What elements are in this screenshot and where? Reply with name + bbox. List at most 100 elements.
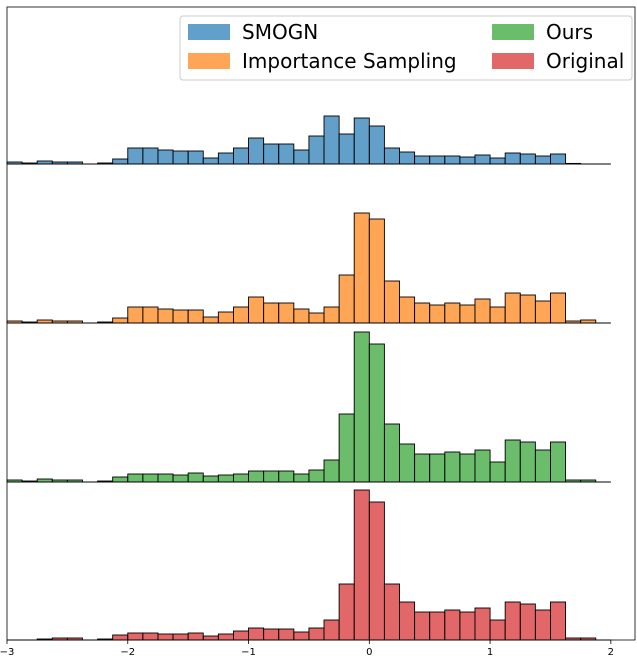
series-2 <box>6 331 597 483</box>
histogram-bar <box>142 473 159 483</box>
histogram-bar <box>474 154 491 165</box>
legend-label: Importance Sampling <box>242 49 457 73</box>
legend-label: Original <box>546 49 624 73</box>
histogram-bar <box>383 280 400 324</box>
histogram-bar <box>429 611 446 641</box>
histogram-bar <box>338 583 355 641</box>
histogram-bar <box>414 302 431 324</box>
histogram-bar <box>293 631 310 641</box>
histogram-bar <box>519 441 536 483</box>
histogram-bars <box>6 115 597 641</box>
histogram-bar <box>323 459 340 483</box>
histogram-bar <box>248 296 265 324</box>
histogram-bar <box>534 300 551 324</box>
histogram-bar <box>142 306 159 324</box>
legend-swatch <box>492 53 534 69</box>
histogram-bar <box>172 150 189 165</box>
histogram-bar <box>112 158 129 165</box>
histogram-bar <box>157 308 174 324</box>
ridge-baselines <box>7 163 611 641</box>
histogram-bar <box>202 157 219 165</box>
legend-label: Ours <box>546 20 593 44</box>
histogram-bar <box>504 439 521 483</box>
histogram-bar <box>172 309 189 324</box>
histogram-bar <box>112 317 129 324</box>
histogram-bar <box>217 633 234 641</box>
x-axis: −3 −2 −1 0 1 2 <box>0 640 614 658</box>
histogram-bar <box>263 302 280 324</box>
histogram-bar <box>414 611 431 641</box>
histogram-bar <box>383 423 400 483</box>
histogram-bar <box>459 611 476 641</box>
histogram-bar <box>459 156 476 165</box>
histogram-bar <box>368 218 385 324</box>
histogram-bar <box>187 472 204 483</box>
legend-swatch <box>188 24 230 40</box>
histogram-bar <box>248 627 265 641</box>
x-tick-label: −1 <box>241 647 256 658</box>
histogram-bar <box>232 306 249 324</box>
histogram-bar <box>263 470 280 483</box>
histogram-bar <box>157 633 174 641</box>
histogram-bar <box>368 125 385 165</box>
histogram-bar <box>127 306 144 324</box>
histogram-bar <box>414 453 431 483</box>
histogram-bar <box>157 473 174 483</box>
histogram-bar <box>550 441 567 483</box>
histogram-bar <box>202 635 219 641</box>
histogram-bar <box>187 632 204 641</box>
x-tick-label: 2 <box>608 647 614 658</box>
histogram-bar <box>263 628 280 641</box>
histogram-bar <box>368 343 385 483</box>
histogram-bar <box>489 157 506 165</box>
histogram-bar <box>308 469 325 483</box>
histogram-bar <box>308 627 325 641</box>
histogram-bar <box>489 306 506 324</box>
histogram-bar <box>534 609 551 641</box>
histogram-bar <box>429 453 446 483</box>
series-3 <box>36 489 597 641</box>
histogram-bar <box>519 603 536 641</box>
histogram-bar <box>293 473 310 483</box>
histogram-bar <box>489 619 506 641</box>
histogram-bar <box>202 316 219 324</box>
histogram-bar <box>399 296 416 324</box>
histogram-bar <box>338 133 355 165</box>
histogram-bar <box>489 461 506 483</box>
histogram-bar <box>293 149 310 165</box>
histogram-bar <box>232 473 249 483</box>
histogram-bar <box>187 150 204 165</box>
x-tick-label: −2 <box>120 647 135 658</box>
histogram-bar <box>112 634 129 641</box>
histogram-bar <box>232 630 249 641</box>
histogram-bar <box>383 583 400 641</box>
histogram-bar <box>504 152 521 165</box>
histogram-bar <box>444 451 461 483</box>
histogram-bar <box>157 149 174 165</box>
histogram-bar <box>323 115 340 165</box>
histogram-bar <box>263 143 280 165</box>
histogram-bar <box>187 309 204 324</box>
histogram-bar <box>519 153 536 165</box>
series-0 <box>6 115 582 165</box>
histogram-bar <box>278 302 295 324</box>
histogram-bar <box>368 501 385 641</box>
histogram-bar <box>550 153 567 165</box>
histogram-bar <box>353 117 370 165</box>
x-tick-label: 0 <box>366 647 372 658</box>
histogram-bar <box>534 449 551 483</box>
histogram-bar <box>202 475 219 483</box>
histogram-bar <box>474 298 491 324</box>
histogram-bar <box>383 147 400 165</box>
series-1 <box>6 212 597 324</box>
histogram-bar <box>142 147 159 165</box>
legend-swatch <box>492 24 534 40</box>
histogram-bar <box>353 489 370 641</box>
histogram-bar <box>504 601 521 641</box>
histogram-bar <box>127 147 144 165</box>
histogram-bar <box>142 632 159 641</box>
histogram-bar <box>232 147 249 165</box>
histogram-bar <box>127 632 144 641</box>
histogram-bar <box>172 633 189 641</box>
